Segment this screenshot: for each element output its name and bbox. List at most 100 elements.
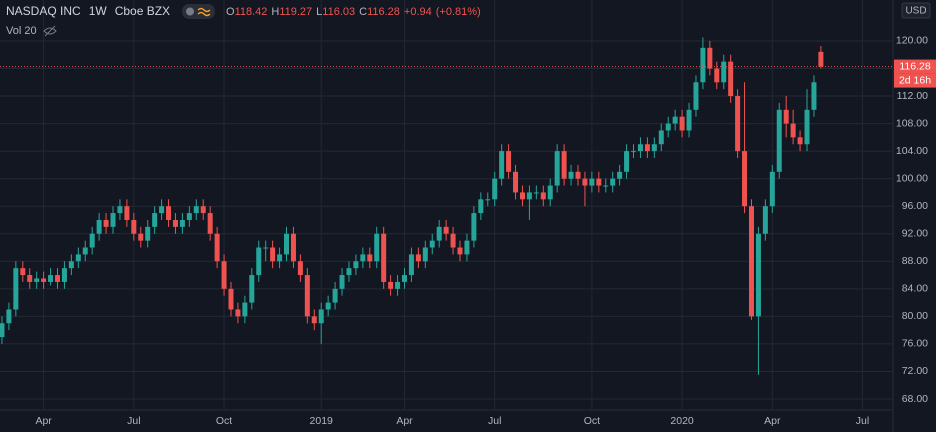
candle-body <box>367 254 373 262</box>
candle-body <box>554 151 560 186</box>
candle-body <box>13 268 19 310</box>
y-tick-label: 96.00 <box>902 200 928 212</box>
candle-body <box>610 178 616 186</box>
candle-body <box>408 254 414 276</box>
candle-body <box>200 206 206 214</box>
candle-body <box>443 226 449 234</box>
x-tick-label: 2019 <box>310 415 334 427</box>
candle-body <box>48 275 54 282</box>
candle-body <box>415 254 421 262</box>
candle-body <box>54 275 60 282</box>
candle-body <box>138 233 144 241</box>
candle-body <box>478 199 484 214</box>
candle-body <box>547 185 553 200</box>
candle-body <box>284 233 290 255</box>
candle-body <box>644 144 650 152</box>
x-tick-label: Jul <box>488 415 501 427</box>
candle-body <box>693 82 699 110</box>
ohlc-text: +0.94 <box>404 6 432 18</box>
candle-body <box>735 96 741 152</box>
candle-body <box>533 192 539 194</box>
currency-box[interactable] <box>901 2 931 19</box>
ohlc-text: O <box>226 6 235 18</box>
y-tick-label: 84.00 <box>902 283 928 295</box>
candle-body <box>89 233 95 248</box>
ohlc-text: 119.27 <box>279 6 312 18</box>
candle-body <box>450 233 456 248</box>
candle-body <box>103 219 109 227</box>
candle-body <box>360 254 366 262</box>
ohlc-text: H <box>271 6 279 18</box>
candle-body <box>575 171 581 179</box>
candle-body <box>332 288 338 303</box>
candle-body <box>193 206 199 214</box>
candle-body <box>603 185 609 187</box>
candle-body <box>519 192 525 200</box>
toggle-icon[interactable] <box>197 7 211 17</box>
candle-body <box>700 47 706 83</box>
candle-body <box>186 213 192 220</box>
candle-body <box>172 219 178 227</box>
candle-body <box>228 288 234 310</box>
exchange: Cboe BZX <box>115 4 170 18</box>
candle-body <box>436 226 442 241</box>
candle-body <box>728 61 734 97</box>
candle-body <box>422 247 428 262</box>
x-tick-label: Jul <box>127 415 140 427</box>
grid <box>0 0 893 410</box>
y-tick-label: 76.00 <box>902 338 928 350</box>
candle-body <box>304 275 310 317</box>
candle-body <box>207 213 213 234</box>
ohlc-text: C <box>359 6 367 18</box>
symbol: NASDAQ INC <box>6 4 81 18</box>
interval[interactable]: 1W <box>89 4 108 18</box>
ohlc-text: 116.03 <box>322 6 355 18</box>
candle-body <box>297 261 303 276</box>
candle-body <box>679 116 685 131</box>
candle-body <box>242 302 248 317</box>
candle-body <box>68 261 74 269</box>
candle-body <box>783 109 789 124</box>
last-price-label: 116.28 <box>899 60 930 72</box>
ohlc-text: (+0.81%) <box>436 6 481 18</box>
candle-body <box>651 144 657 152</box>
currency[interactable]: USD <box>905 6 926 17</box>
ohlc-text: 118.42 <box>235 6 268 18</box>
candle-body <box>381 233 387 282</box>
candle-body <box>672 116 678 124</box>
toggle-knob[interactable] <box>186 7 194 16</box>
ohlc-legend: O118.42 H119.27 L116.03 C116.28 +0.94 (+0.81%… <box>226 6 481 18</box>
ohlc-text: 116.28 <box>367 6 400 18</box>
volume-label[interactable]: Vol 20 <box>6 25 37 37</box>
candle-body <box>277 254 283 262</box>
candle-body <box>707 47 713 69</box>
candle-body <box>214 233 220 262</box>
candle-body <box>471 213 477 241</box>
x-tick-label: Jul <box>856 415 869 427</box>
eye-slash[interactable] <box>44 25 56 37</box>
candle-body <box>34 278 40 282</box>
candle-body <box>110 213 116 227</box>
candle-body <box>290 233 296 262</box>
candle-body <box>513 171 519 193</box>
ohlc-text: L <box>316 6 322 18</box>
candle-body <box>346 268 352 276</box>
x-tick-label: Apr <box>396 415 413 427</box>
y-tick-label: 120.00 <box>896 35 928 47</box>
candle-body <box>311 316 317 324</box>
candle-body <box>159 206 165 214</box>
candle-body <box>596 178 602 186</box>
last-price-box <box>894 59 936 74</box>
candle-body <box>249 275 255 303</box>
y-tick-label: 88.00 <box>902 255 928 267</box>
x-tick-label: 2020 <box>670 415 694 427</box>
compare-toggle[interactable] <box>182 4 215 19</box>
candle-body <box>721 61 727 83</box>
hide-icon[interactable] <box>43 25 57 37</box>
candle-body <box>631 151 637 153</box>
y-tick-label: 92.00 <box>902 228 928 240</box>
candle-body <box>318 309 324 324</box>
candle-body <box>353 261 359 269</box>
candle-body <box>256 247 262 276</box>
